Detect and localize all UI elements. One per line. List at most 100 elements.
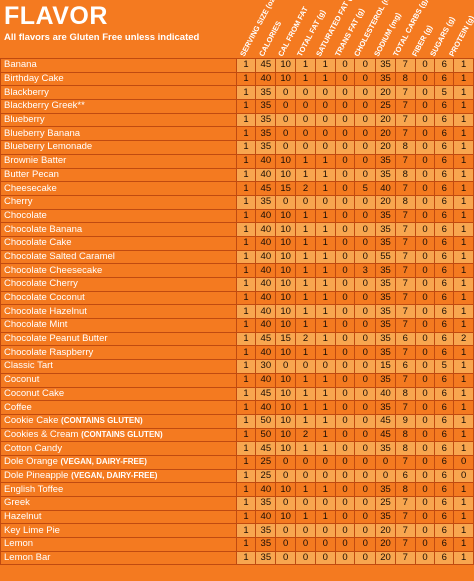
nutrition-value: 0: [354, 509, 377, 525]
nutrition-value: 45: [255, 386, 277, 402]
table-row: Chocolate Raspberry 1 40 10 1 1 0 0 35 7 0 6 1: [0, 345, 474, 361]
nutrition-value: 8: [394, 194, 416, 210]
nutrition-value: 6: [434, 550, 455, 566]
flavor-name-text: Cookies & Cream: [4, 428, 79, 440]
nutrition-value: 0: [354, 413, 377, 429]
nutrition-value: 0: [354, 277, 377, 292]
nutrition-value: 0: [295, 496, 316, 511]
nutrition-value: 10: [275, 427, 297, 443]
nutrition-value: 0: [275, 468, 297, 484]
nutrition-value: 0: [275, 550, 297, 566]
nutrition-value: 0: [414, 194, 436, 210]
nutrition-value: 1: [314, 331, 336, 347]
table-row: Coconut Cake 1 45 10 1 1 0 0 40 8 0 6 1: [0, 386, 474, 402]
nutrition-value: 0: [314, 523, 336, 539]
table-row: Cheesecake 1 45 15 2 1 0 5 40 7 0 6 1: [0, 181, 474, 196]
nutrition-value: 1: [314, 58, 336, 73]
nutrition-value: 0: [375, 454, 396, 470]
nutrition-value: 1: [295, 345, 316, 361]
flavor-name-text: Blueberry Banana: [4, 127, 81, 139]
flavor-name-text: Classic Tart: [4, 360, 53, 372]
nutrition-value: 1: [314, 413, 336, 429]
flavor-name: Hazelnut: [0, 509, 237, 525]
nutrition-value: 25: [255, 468, 277, 484]
nutrition-value: 35: [375, 304, 396, 320]
nutrition-value: 1: [235, 277, 257, 292]
nutrition-value: 25: [255, 454, 277, 470]
nutrition-value: 35: [255, 99, 277, 114]
nutrition-value: 35: [375, 318, 396, 333]
nutrition-value: 0: [414, 318, 436, 333]
nutrition-value: 1: [314, 304, 336, 320]
nutrition-value: 0: [334, 413, 356, 429]
nutrition-value: 10: [275, 441, 297, 456]
nutrition-value: 35: [375, 58, 396, 73]
nutrition-value: 1: [453, 441, 474, 456]
nutrition-value: 1: [314, 345, 336, 361]
nutrition-value: 6: [434, 372, 455, 388]
nutrition-value: 7: [394, 263, 416, 278]
nutrition-value: 35: [375, 372, 396, 388]
flavor-name: Coffee: [0, 400, 237, 415]
flavor-name: Cotton Candy: [0, 441, 237, 456]
table-row: English Toffee 1 40 10 1 1 0 0 35 8 0 6 1: [0, 482, 474, 497]
nutrition-value: 6: [434, 126, 455, 142]
table-row: Cookie Cake (CONTAINS GLUTEN) 1 50 10 1 1 0 0 45…: [0, 413, 474, 429]
nutrition-value: 6: [434, 249, 455, 265]
nutrition-value: 1: [295, 58, 316, 73]
nutrition-value: 45: [255, 331, 277, 347]
nutrition-value: 15: [375, 359, 396, 374]
table-row: Hazelnut 1 40 10 1 1 0 0 35 7 0 6 1: [0, 509, 474, 525]
nutrition-value: 0: [334, 99, 356, 114]
nutrition-value: 0: [275, 194, 297, 210]
nutrition-value: 1: [295, 71, 316, 87]
nutrition-value: 0: [414, 71, 436, 87]
nutrition-value: 1: [453, 345, 474, 361]
nutrition-value: 10: [275, 277, 297, 292]
nutrition-value: 0: [334, 441, 356, 456]
nutrition-value: 0: [334, 454, 356, 470]
nutrition-value: 10: [275, 413, 297, 429]
flavor-name-text: Brownie Batter: [4, 155, 67, 167]
nutrition-value: 0: [275, 454, 297, 470]
nutrition-value: 0: [275, 85, 297, 101]
nutrition-value: 6: [434, 208, 455, 224]
nutrition-value: 6: [434, 468, 455, 484]
nutrition-value: 0: [354, 482, 377, 497]
nutrition-value: 0: [354, 112, 377, 128]
nutrition-value: 35: [255, 112, 277, 128]
nutrition-value: 0: [414, 153, 436, 169]
nutrition-value: 1: [314, 509, 336, 525]
nutrition-value: 50: [255, 427, 277, 443]
nutrition-value: 0: [414, 58, 436, 73]
nutrition-value: 0: [354, 99, 377, 114]
nutrition-value: 1: [453, 181, 474, 196]
nutrition-value: 35: [375, 482, 396, 497]
flavor-name: Chocolate Banana: [0, 222, 237, 237]
nutrition-value: 1: [235, 263, 257, 278]
flavor-name-text: Butter Pecan: [4, 168, 59, 180]
column-header: SATURATED FAT (g): [314, 0, 356, 58]
nutrition-value: 0: [314, 550, 336, 566]
nutrition-value: 1: [295, 208, 316, 224]
flavor-name: Cookies & Cream (CONTAINS GLUTEN): [0, 427, 237, 443]
flavor-name-text: Cotton Candy: [4, 442, 63, 454]
flavor-name-text: Chocolate Mint: [4, 319, 68, 331]
flavor-name: Chocolate Mint: [0, 318, 237, 333]
nutrition-value: 6: [434, 71, 455, 87]
flavor-name: Greek: [0, 496, 237, 511]
nutrition-value: 1: [453, 537, 474, 552]
nutrition-value: 1: [453, 71, 474, 87]
nutrition-value: 1: [453, 126, 474, 142]
flavor-name: Chocolate Cake: [0, 235, 237, 251]
nutrition-value: 7: [394, 249, 416, 265]
nutrition-value: 1: [453, 496, 474, 511]
nutrition-value: 8: [394, 427, 416, 443]
nutrition-value: 0: [414, 441, 436, 456]
table-row: Cookies & Cream (CONTAINS GLUTEN) 1 50 10 2 1…: [0, 427, 474, 443]
nutrition-value: 0: [354, 523, 377, 539]
nutrition-value: 1: [453, 304, 474, 320]
nutrition-value: 1: [453, 386, 474, 402]
nutrition-value: 35: [375, 263, 396, 278]
nutrition-value: 1: [235, 153, 257, 169]
